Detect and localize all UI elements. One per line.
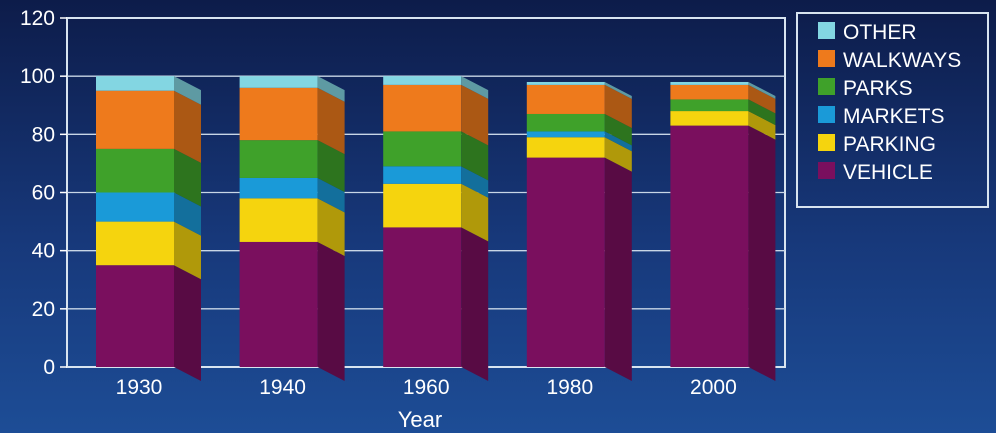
bar-segment-side — [461, 76, 489, 99]
bar-segment-side — [604, 113, 632, 146]
bar-segment — [383, 84, 462, 132]
bar-segment — [670, 111, 749, 126]
bar-segment — [526, 157, 605, 367]
legend-swatch — [818, 134, 835, 151]
x-tick-label: 1940 — [259, 376, 306, 399]
bar-stack-1940 — [239, 76, 345, 381]
bar-stack-1960 — [383, 76, 489, 381]
bar-segment — [239, 241, 318, 367]
bar-segment-side — [748, 111, 776, 140]
bar-segment-side — [461, 227, 489, 381]
legend-label: VEHICLE — [843, 161, 933, 184]
legend-swatch — [818, 22, 835, 39]
bar-segment-side — [748, 125, 776, 381]
bar-segment-side — [604, 84, 632, 128]
bar-segment — [239, 76, 318, 88]
bar-segment-side — [174, 76, 201, 105]
bar-segment — [670, 81, 749, 85]
bar-segment-side — [317, 241, 345, 381]
legend-label: OTHER — [843, 21, 917, 44]
bar-segment — [383, 166, 462, 184]
y-tick-label: 120 — [20, 7, 55, 30]
bar-segment-side — [174, 265, 201, 381]
y-tick-label: 80 — [32, 123, 55, 146]
bar-segment — [239, 198, 318, 242]
legend-label: WALKWAYS — [843, 49, 961, 72]
bar-segment — [383, 131, 462, 167]
bar-segment-side — [317, 198, 345, 256]
bar-segment-side — [604, 81, 632, 99]
bar-segment-side — [604, 157, 632, 381]
bar-segment-side — [461, 131, 489, 181]
legend-swatch — [818, 78, 835, 95]
bar-stack-2000 — [670, 81, 776, 381]
legend: OTHER WALKWAYS PARKS MARKETS PARKING VEHICLE — [796, 12, 989, 208]
y-tick-label: 0 — [43, 356, 55, 379]
bar-segment-side — [461, 183, 489, 242]
bar-segment-side — [604, 131, 632, 152]
bar-segment-side — [317, 76, 345, 102]
bar-segment — [96, 265, 174, 367]
bar-segment — [239, 140, 318, 178]
legend-label: PARKING — [843, 133, 936, 156]
y-tick-label: 20 — [32, 298, 55, 321]
bar-segment-side — [461, 84, 489, 146]
legend-frame — [796, 12, 989, 208]
legend-entries: OTHER WALKWAYS PARKS MARKETS PARKING VEHICLE — [818, 21, 961, 184]
bar-segment-side — [174, 221, 201, 280]
bar-segment — [239, 87, 318, 141]
bar-stack-1930 — [96, 76, 201, 381]
bar-segment — [670, 84, 749, 100]
legend-label: MARKETS — [843, 105, 945, 128]
bar-segment-side — [748, 81, 776, 99]
bar-segment-side — [461, 166, 489, 198]
x-tick-label: 1960 — [403, 376, 450, 399]
y-tick-label: 40 — [32, 240, 55, 263]
bar-segment — [670, 99, 749, 112]
x-axis-ticks: 1930 1940 1960 1980 2000 — [116, 376, 737, 399]
bar-segment-side — [174, 90, 201, 163]
bar-segment-side — [174, 148, 201, 207]
bar-segment — [526, 137, 605, 158]
bar-segment — [96, 192, 174, 222]
bar-segment — [96, 221, 174, 266]
legend-swatch — [818, 106, 835, 123]
bar-segment-side — [748, 99, 776, 126]
bar-segment — [383, 227, 462, 367]
bar-segment — [239, 177, 318, 199]
y-axis-ticks: 0 20 40 60 80 100 120 — [20, 7, 67, 379]
y-tick-label: 60 — [32, 182, 55, 205]
legend-label: PARKS — [843, 77, 913, 100]
bar-segment — [526, 131, 605, 138]
x-tick-label: 2000 — [690, 376, 737, 399]
bar-segment — [526, 113, 605, 132]
bar-segment — [96, 148, 174, 193]
bar-segment — [526, 81, 605, 85]
bar-segment-side — [317, 140, 345, 192]
bar-segment — [383, 76, 462, 85]
bar-segment-side — [317, 177, 345, 213]
bar-segment — [96, 90, 174, 149]
y-tick-label: 100 — [20, 65, 55, 88]
legend-swatch — [818, 162, 835, 179]
x-tick-label: 1980 — [546, 376, 593, 399]
x-axis-title: Year — [398, 407, 442, 432]
bar-segment-side — [748, 84, 776, 114]
bar-segment-side — [604, 137, 632, 172]
bar-segment-side — [317, 87, 345, 155]
bar-segment — [383, 183, 462, 228]
legend-swatch — [818, 50, 835, 67]
bar-segment — [96, 76, 174, 91]
bars — [96, 76, 776, 381]
bar-segment — [670, 125, 749, 367]
x-tick-label: 1930 — [116, 376, 163, 399]
bar-segment — [526, 84, 605, 114]
bar-segment-side — [174, 192, 201, 236]
bar-stack-1980 — [526, 81, 632, 381]
